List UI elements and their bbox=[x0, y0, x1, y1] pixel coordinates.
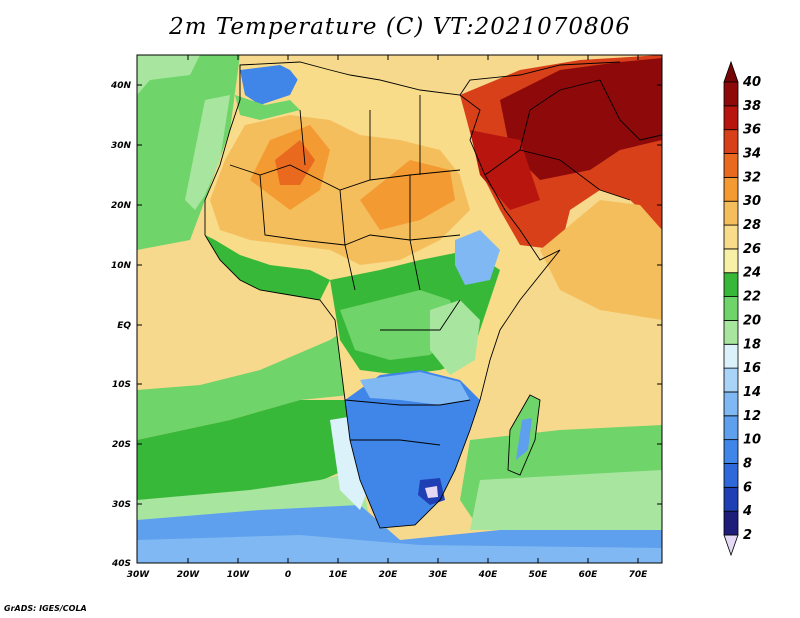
atlas-green bbox=[235, 95, 300, 120]
colorbar-label: 30 bbox=[743, 194, 761, 209]
lat-label: 30S bbox=[112, 500, 131, 510]
mediterranean bbox=[290, 70, 460, 108]
southern-ocean-colder bbox=[137, 535, 662, 563]
colorbar-label: 38 bbox=[743, 99, 761, 114]
colorbar-label: 16 bbox=[743, 361, 761, 376]
colorbar-swatch bbox=[723, 153, 739, 178]
colorbar-swatch bbox=[723, 415, 739, 441]
lon-label: 10W bbox=[227, 570, 251, 580]
lat-label: 10N bbox=[111, 261, 132, 271]
colorbar-label: 2 bbox=[743, 528, 752, 543]
plot-frame bbox=[136, 54, 663, 564]
lat-label: 30N bbox=[111, 141, 132, 151]
canary-upwelling bbox=[185, 95, 230, 210]
lon-label: 30W bbox=[127, 570, 151, 580]
colorbar-label: 24 bbox=[743, 266, 761, 281]
southern-africa-cool bbox=[345, 370, 480, 528]
colorbar-label: 20 bbox=[743, 313, 761, 328]
lat-label: 20N bbox=[111, 201, 132, 211]
madagascar-interior bbox=[516, 418, 532, 460]
colorbar-swatch bbox=[723, 320, 739, 345]
colorbar-swatch bbox=[723, 343, 739, 369]
lat-ticks bbox=[137, 84, 662, 505]
colorbar-swatch bbox=[723, 296, 739, 321]
colorbar-label: 26 bbox=[743, 242, 761, 257]
arabia-extreme-2 bbox=[470, 130, 540, 210]
lon-label: 30E bbox=[429, 570, 449, 580]
colorbar-label: 36 bbox=[743, 123, 761, 138]
colorbar-swatch bbox=[723, 224, 739, 250]
country-borders bbox=[204, 61, 662, 529]
lon-label: 20E bbox=[379, 570, 399, 580]
drakensberg-white bbox=[425, 486, 438, 498]
lon-label: 0 bbox=[285, 570, 291, 580]
lat-axis: 40N 30N 20N 10N EQ 10S 20S 30S 40S bbox=[110, 81, 132, 569]
colorbar-swatch bbox=[723, 272, 739, 297]
lat-label: 40S bbox=[111, 559, 131, 569]
credit-text: GrADS: IGES/COLA bbox=[4, 604, 87, 613]
sahara-extreme bbox=[275, 140, 315, 185]
colorbar-swatch bbox=[723, 81, 739, 107]
lon-label: 50E bbox=[529, 570, 549, 580]
indian-ocean-south-cool bbox=[470, 470, 662, 530]
map-title: 2m Temperature (C) VT:2021070806 bbox=[169, 14, 631, 40]
colorbar-label: 8 bbox=[743, 456, 752, 471]
colorbar-bottom-arrow bbox=[723, 534, 739, 557]
lon-label: 60E bbox=[579, 570, 599, 580]
colorbar-label: 12 bbox=[743, 409, 761, 424]
north-atlantic-cold bbox=[137, 55, 200, 95]
map-field bbox=[137, 55, 662, 563]
colorbar-label: 4 bbox=[742, 504, 752, 519]
colorbar-label: 10 bbox=[743, 433, 761, 448]
colorbar-label: 34 bbox=[743, 147, 761, 162]
colorbar-label: 40 bbox=[742, 75, 761, 90]
arabia-extreme bbox=[500, 58, 662, 180]
colorbar-swatch bbox=[723, 248, 739, 274]
atlas-cool bbox=[240, 65, 300, 105]
colorbar-swatch bbox=[723, 200, 739, 226]
south-atlantic-cool bbox=[137, 400, 350, 510]
colorbar-label: 14 bbox=[743, 385, 761, 400]
colorbar-top-arrow bbox=[723, 60, 739, 83]
west-africa-green bbox=[205, 235, 330, 300]
lon-label: 10E bbox=[329, 570, 349, 580]
colorbar-swatch bbox=[723, 367, 739, 393]
lon-axis: 30W 20W 10W 0 10E 20E 30E 40E 50E 60E 70… bbox=[127, 570, 648, 580]
ethiopian-highlands bbox=[455, 230, 500, 285]
lat-label: 40N bbox=[110, 81, 132, 91]
lon-ticks bbox=[187, 55, 639, 563]
colorbar-swatch bbox=[723, 486, 739, 512]
colorbar-label: 6 bbox=[743, 480, 752, 495]
lon-label: 20W bbox=[177, 570, 201, 580]
colorbar-swatch bbox=[723, 510, 739, 536]
lat-label: 10S bbox=[112, 380, 131, 390]
east-africa-highlands bbox=[430, 300, 480, 375]
colorbar-swatch bbox=[723, 391, 739, 417]
colorbar-swatch bbox=[723, 176, 739, 202]
sahara-very-hot-2 bbox=[360, 160, 455, 230]
lat-label: 20S bbox=[112, 440, 131, 450]
colorbar-label: 22 bbox=[743, 290, 761, 305]
colorbar-swatch bbox=[723, 463, 739, 488]
colorbar-label: 32 bbox=[743, 170, 761, 185]
arabian-sea-warm bbox=[540, 200, 662, 320]
colorbar-label: 18 bbox=[743, 337, 761, 352]
lat-label: EQ bbox=[117, 321, 131, 331]
colorbar-swatch bbox=[723, 129, 739, 154]
lon-label: 70E bbox=[629, 570, 649, 580]
colorbar-label: 28 bbox=[743, 218, 761, 233]
southern-africa-mild bbox=[360, 372, 470, 405]
colorbar-swatch bbox=[723, 105, 739, 131]
lon-label: 40E bbox=[478, 570, 499, 580]
equatorial-cool-band bbox=[137, 330, 350, 440]
colorbar-swatch bbox=[723, 439, 739, 464]
